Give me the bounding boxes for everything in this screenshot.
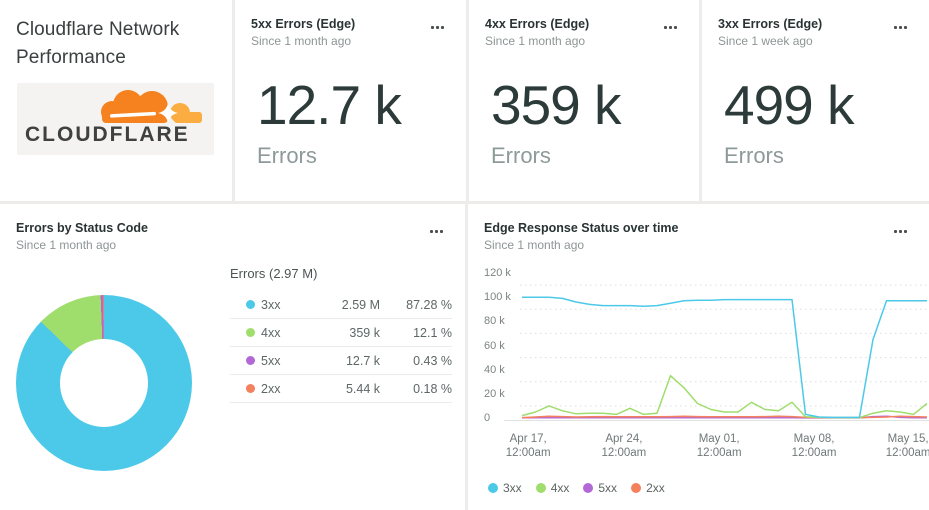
card-subtitle: Since 1 month ago [485,34,586,48]
metric-value: 12.7 k [257,74,402,136]
metric-unit: Errors [491,143,551,168]
donut-hole [60,339,148,427]
x-axis-baseline [504,420,929,421]
metric-card-3xx: 3xx Errors (Edge) Since 1 week ago 499 k… [702,0,929,201]
x-tick-label: Apr 24, 12:00am [601,433,647,459]
card-title: 5xx Errors (Edge) [251,17,356,31]
pie-legend-row-3xx[interactable]: 3xx 2.59 M 87.28 % [230,291,452,319]
metric-value: 499 k [724,74,855,136]
legend-label: 3xx [503,481,522,495]
legend-percent: 87.28 % [406,297,452,312]
line-legend-item-5xx[interactable]: 5xx [583,481,617,495]
card-menu-button[interactable] [660,22,681,33]
panel-subtitle: Since 1 month ago [484,238,585,252]
panel-title: Edge Response Status over time [484,221,679,235]
pie-legend-row-5xx[interactable]: 5xx 12.7 k 0.43 % [230,347,452,375]
legend-percent: 0.18 % [413,381,452,396]
x-tick-label: Apr 17, 12:00am [505,433,551,459]
legend-dot-icon [246,384,255,393]
y-tick-label: 20 k [484,387,505,400]
pie-legend: Errors (2.97 M) 3xx 2.59 M 87.28 % 4xx 3… [230,266,452,403]
pie-legend-header: Errors (2.97 M) [230,266,318,281]
pie-legend-row-2xx[interactable]: 2xx 5.44 k 0.18 % [230,375,452,403]
card-menu-button[interactable] [427,22,448,33]
legend-dot-icon [246,300,255,309]
line-legend-item-4xx[interactable]: 4xx [535,481,570,495]
legend-value: 359 k [349,325,380,340]
cloudflare-logo: CLOUDFLARE [17,83,214,155]
line-chart-legend: 3xx 4xx 5xx 2xx [488,481,665,495]
y-tick-label: 40 k [484,363,505,376]
x-tick-label: May 01, 12:00am [696,433,742,459]
card-menu-button[interactable] [890,22,911,33]
legend-label: 5xx [261,353,281,368]
cloudflare-wordmark: CLOUDFLARE [25,123,190,146]
metric-unit: Errors [724,143,784,168]
edge-response-status-panel: Edge Response Status over time Since 1 m… [468,204,929,510]
metric-value: 359 k [491,74,622,136]
card-menu-button[interactable] [890,226,911,237]
panel-subtitle: Since 1 month ago [16,238,117,252]
legend-dot-icon [246,356,255,365]
legend-label: 4xx [261,325,281,340]
x-tick-label: May 15, 12:00am [885,433,929,459]
legend-label: 5xx [598,481,618,495]
line-legend-item-2xx[interactable]: 2xx [631,481,665,495]
legend-percent: 0.43 % [413,353,452,368]
y-tick-label: 80 k [484,315,505,328]
metric-card-5xx: 5xx Errors (Edge) Since 1 month ago 12.7… [235,0,466,201]
legend-dot-icon [583,483,594,493]
legend-label: 4xx [550,481,570,495]
legend-percent: 12.1 % [413,325,452,340]
card-title: 3xx Errors (Edge) [718,17,823,31]
card-subtitle: Since 1 month ago [251,34,352,48]
pie-legend-table: 3xx 2.59 M 87.28 % 4xx 359 k 12.1 % 5xx … [230,291,452,403]
line-series-2xx [521,415,928,419]
panel-title: Errors by Status Code [16,221,148,235]
legend-dot-icon [631,483,642,493]
legend-value: 2.59 M [341,297,380,312]
errors-by-status-code-panel: Errors by Status Code Since 1 month ago … [0,204,465,510]
legend-dot-icon [488,483,498,493]
card-subtitle: Since 1 week ago [718,34,813,48]
legend-label: 2xx [646,481,665,495]
pie-legend-row-4xx[interactable]: 4xx 359 k 12.1 % [230,319,452,347]
dashboard-title-card: Cloudflare Network Performance CLOUDFLAR… [0,0,232,201]
legend-value: 12.7 k [345,353,380,368]
card-title: 4xx Errors (Edge) [485,17,590,31]
x-tick-label: May 08, 12:00am [791,433,837,459]
y-tick-label: 60 k [484,339,505,352]
donut-chart [16,295,192,471]
cloudflare-cloud-icon [101,90,202,123]
metric-unit: Errors [257,143,317,168]
legend-value: 5.44 k [345,381,380,396]
y-tick-label: 120 k [484,267,511,279]
card-menu-button[interactable] [426,226,447,237]
legend-dot-icon [246,328,255,337]
metric-card-4xx: 4xx Errors (Edge) Since 1 month ago 359 … [469,0,699,201]
y-tick-label: 100 k [484,291,511,304]
legend-dot-icon [535,483,546,493]
dashboard-title: Cloudflare Network Performance [16,19,180,68]
y-tick-label: 0 [484,412,491,425]
legend-label: 3xx [261,297,281,312]
legend-label: 2xx [261,381,281,396]
line-series-3xx [522,296,927,419]
line-chart [520,284,929,419]
line-legend-item-3xx[interactable]: 3xx [488,481,522,495]
